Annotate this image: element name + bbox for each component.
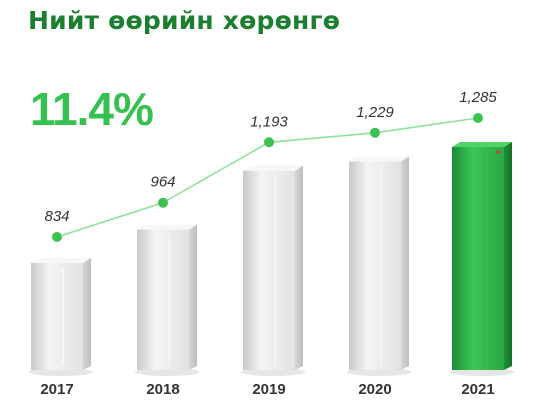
value-label-2018: 964 [150,174,175,191]
bar-2018 [134,224,200,376]
trend-point-2020 [370,127,380,138]
bar-side-2019 [295,165,303,370]
bar-front-2018 [137,229,189,370]
bar-front-2019 [243,170,295,370]
bar-side-2017 [83,258,91,370]
growth-rate: 11.4% [30,83,154,135]
bar-side-2018 [189,224,197,370]
bar-front-2020 [349,161,401,370]
bar-front-2017 [31,263,83,370]
year-label-2021: 2021 [461,381,494,398]
trend-line-layer [52,113,483,242]
bar-2021 [449,142,515,376]
bar-2020 [346,156,412,376]
bar-top-2021 [452,142,512,147]
bar-top-2019 [243,165,303,171]
bar-side-2021 [504,142,512,370]
trend-point-2017 [52,232,62,242]
bar-front-2021 [452,147,504,370]
highlight-dot [496,150,500,154]
chart-title: Нийт өөрийн хөрөнгө [28,6,341,35]
trend-point-2019 [264,137,274,148]
trend-point-2018 [158,197,168,208]
year-label-2019: 2019 [252,381,285,398]
year-label-2018: 2018 [146,381,179,398]
bar-top-2017 [31,258,91,263]
bar-top-2018 [137,224,197,230]
trend-point-2021 [473,113,483,123]
bar-top-2020 [349,156,409,162]
bar-2017 [28,258,94,376]
bar-side-2020 [401,156,409,370]
year-label-2017: 2017 [40,381,73,398]
value-label-2017: 834 [44,208,69,225]
year-label-2020: 2020 [358,381,391,398]
value-label-2020: 1,229 [356,104,394,121]
value-label-2021: 1,285 [459,89,497,106]
labels-layer: 834 2017 964 2018 1,193 2019 1,229 2020 1,285 202… [40,89,497,398]
bar-2019 [240,165,306,376]
value-label-2019: 1,193 [250,113,288,130]
bars-layer [28,142,515,376]
